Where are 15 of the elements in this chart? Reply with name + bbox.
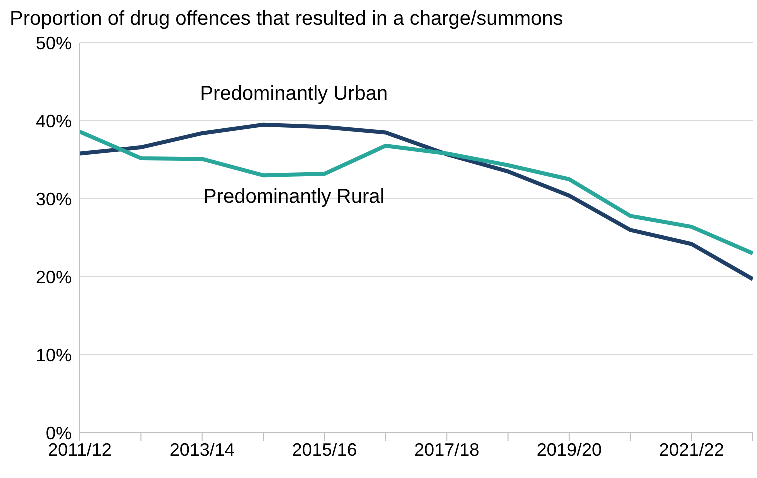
- y-tick-label: 50%: [36, 33, 72, 54]
- chart-title: Proportion of drug offences that resulted in a charge/summons: [10, 8, 564, 31]
- x-tick-label: 2017/18: [414, 440, 480, 460]
- y-tick-label: 30%: [36, 189, 72, 210]
- line-series: [80, 130, 753, 256]
- series-label: Predominantly Urban: [199, 83, 390, 106]
- series-label: Predominantly Rural: [202, 186, 386, 209]
- x-tick-label: 2015/16: [292, 440, 358, 460]
- y-tick-label: 10%: [36, 345, 72, 366]
- y-tick-label: 40%: [36, 111, 72, 132]
- x-tick-label: 2021/22: [659, 440, 724, 460]
- x-tick-label: 2019/20: [536, 440, 602, 460]
- y-tick-label: 20%: [36, 267, 72, 288]
- x-tick-label: 2013/14: [170, 440, 235, 460]
- line-series: [80, 122, 753, 282]
